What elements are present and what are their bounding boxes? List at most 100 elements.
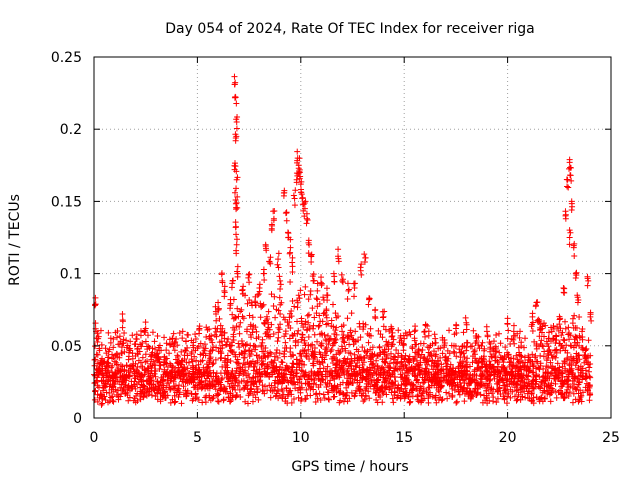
data-point — [515, 391, 522, 398]
data-point — [317, 331, 324, 338]
data-point — [435, 366, 442, 373]
data-point — [277, 281, 284, 288]
data-point — [283, 217, 290, 224]
data-point — [302, 283, 309, 290]
data-point — [371, 382, 378, 389]
data-point — [156, 342, 163, 349]
data-point — [323, 306, 330, 313]
data-point — [214, 392, 221, 399]
data-point — [270, 302, 277, 309]
data-point — [322, 336, 329, 343]
data-point — [552, 354, 559, 361]
data-point — [441, 374, 448, 381]
data-point — [382, 358, 389, 365]
y-tick-label: 0.15 — [51, 194, 82, 210]
data-point — [567, 357, 574, 364]
data-point — [233, 376, 240, 383]
data-point — [323, 292, 330, 299]
data-point — [545, 343, 552, 350]
data-point — [190, 364, 197, 371]
data-point — [561, 394, 568, 401]
data-point — [125, 397, 132, 404]
data-point — [218, 271, 225, 278]
data-point — [298, 178, 305, 185]
data-point — [119, 324, 126, 331]
data-point — [287, 249, 294, 256]
data-point — [255, 396, 262, 403]
data-point — [560, 336, 567, 343]
data-point — [258, 343, 265, 350]
data-point — [221, 283, 228, 290]
data-point — [227, 300, 234, 307]
data-point — [525, 380, 532, 387]
data-point — [289, 268, 296, 275]
data-point — [574, 339, 581, 346]
data-point — [241, 385, 248, 392]
data-point — [154, 396, 161, 403]
data-point — [470, 389, 477, 396]
data-point — [188, 349, 195, 356]
data-point — [224, 378, 231, 385]
data-point — [292, 187, 299, 194]
data-point — [287, 349, 294, 356]
data-point — [377, 394, 384, 401]
data-point — [284, 392, 291, 399]
data-point — [313, 390, 320, 397]
data-point — [256, 288, 263, 295]
data-point — [344, 315, 351, 322]
data-point — [388, 323, 395, 330]
data-point — [459, 343, 466, 350]
data-point — [497, 340, 504, 347]
data-point — [504, 320, 511, 327]
data-point — [195, 396, 202, 403]
data-point — [495, 379, 502, 386]
data-point — [312, 399, 319, 406]
data-point — [562, 325, 569, 332]
data-point — [335, 255, 342, 262]
data-point — [540, 320, 547, 327]
data-point — [270, 364, 277, 371]
data-point — [242, 382, 249, 389]
data-point — [291, 381, 298, 388]
data-point — [552, 347, 559, 354]
data-point — [487, 364, 494, 371]
data-point — [324, 320, 331, 327]
data-point — [251, 380, 258, 387]
data-point — [379, 348, 386, 355]
data-point — [190, 379, 197, 386]
data-point — [311, 344, 318, 351]
data-point — [417, 383, 424, 390]
data-point — [340, 369, 347, 376]
data-point — [309, 348, 316, 355]
data-point — [566, 234, 573, 241]
data-point — [427, 342, 434, 349]
data-point — [305, 237, 312, 244]
data-point — [95, 333, 102, 340]
data-point — [586, 373, 593, 380]
data-point — [125, 382, 132, 389]
data-point — [310, 356, 317, 363]
data-point — [423, 389, 430, 396]
data-point — [573, 342, 580, 349]
data-point — [397, 334, 404, 341]
data-point — [382, 326, 389, 333]
data-point — [345, 349, 352, 356]
data-point — [479, 339, 486, 346]
x-tick-label: 0 — [90, 430, 99, 446]
data-point — [276, 294, 283, 301]
data-point — [482, 363, 489, 370]
data-point — [204, 326, 211, 333]
data-point — [286, 319, 293, 326]
data-point — [267, 260, 274, 267]
data-point — [559, 390, 566, 397]
data-point — [324, 389, 331, 396]
data-point — [386, 364, 393, 371]
data-point — [356, 388, 363, 395]
x-tick-label: 25 — [602, 430, 620, 446]
data-point — [229, 311, 236, 318]
data-point — [198, 373, 205, 380]
data-point — [435, 396, 442, 403]
data-point — [321, 349, 328, 356]
data-point — [93, 351, 100, 358]
data-point — [114, 374, 121, 381]
